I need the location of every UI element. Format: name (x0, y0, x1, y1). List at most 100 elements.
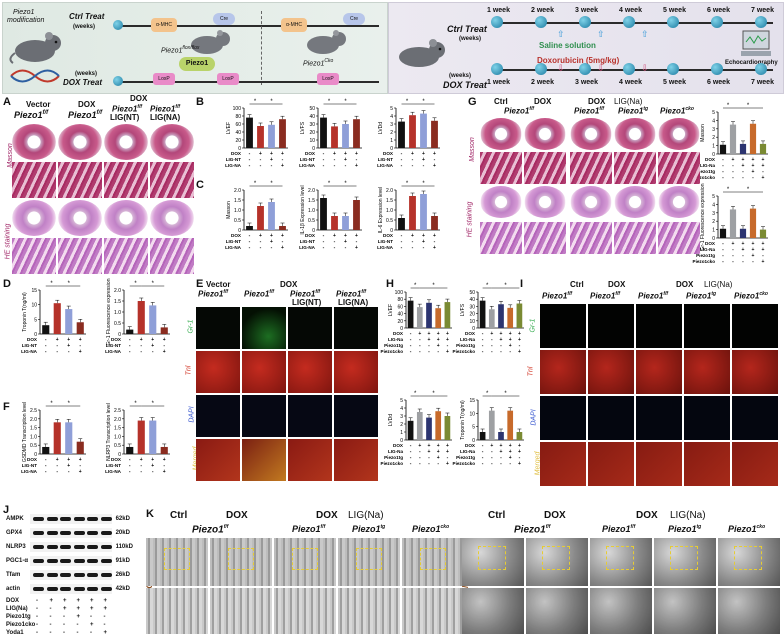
wb-band (60, 559, 71, 563)
g-group-sign: + (742, 247, 745, 253)
dox-weeks-label: (weeks) (75, 71, 98, 77)
h-group-sign: - (482, 349, 484, 355)
d-group-sign: + (140, 337, 143, 343)
g-group-label: Piezo1tg (696, 169, 715, 174)
f-group-sign: + (56, 457, 59, 463)
e-fluor-image (196, 395, 240, 437)
d-bar (126, 329, 134, 334)
c-group-sign: + (259, 233, 262, 239)
c-group-sign: - (356, 239, 358, 245)
b-bar (320, 117, 327, 148)
d-group-sign: + (163, 337, 166, 343)
g-sig-star: * (747, 103, 750, 109)
c-ytick-label: 0 (238, 228, 241, 234)
d-group-label: LIG-NA (105, 349, 122, 354)
h-group-label: Piezo1tg (456, 455, 475, 460)
h-sig-star: * (504, 283, 507, 289)
g-row-he: HE staining (466, 201, 474, 238)
h-group-sign: + (437, 337, 440, 343)
b-group-sign: + (344, 157, 347, 163)
b-group-sign: + (411, 151, 414, 157)
i-fluor-image (684, 350, 730, 394)
h-group-sign: + (509, 337, 512, 343)
b-ytick-label: 60 (235, 122, 241, 128)
c-group-label: LIG-NT (378, 239, 394, 244)
f-group-sign: - (45, 469, 47, 475)
h-group-sign: - (419, 349, 421, 355)
e-row-label: Gr-1 (187, 319, 195, 334)
d-ytick-label: 2.0 (114, 288, 121, 294)
c-sig-star: * (406, 181, 409, 187)
a-heart-section (104, 124, 148, 160)
h-group-sign: + (446, 337, 449, 343)
c-ytick-label: 0.5 (308, 218, 315, 224)
d-ytick-label: 1.5 (114, 299, 121, 305)
c-group-label: LIG-NT (226, 239, 242, 244)
d-bar (53, 303, 61, 334)
week-label-top: 2 week (531, 7, 554, 14)
b-bar (420, 113, 427, 148)
wb-row-label: Piezo1cko (6, 622, 36, 628)
i-head-lig: LIG(Na) (704, 280, 733, 289)
h-group-sign: - (428, 461, 430, 467)
echo-label: Echocardiography (725, 60, 778, 66)
h-group-label: DOX (465, 443, 476, 448)
b-group-sign: - (249, 151, 251, 157)
h-bar (516, 432, 523, 440)
h-group-sign: + (437, 449, 440, 455)
c-ytick-label: 0.5 (234, 218, 241, 224)
g-group-sign: + (752, 253, 755, 259)
b-group-sign: - (249, 163, 251, 169)
k-head-ctrl-right: Ctrl (488, 510, 506, 521)
week-dot-top (535, 16, 547, 28)
d-group-label: DOX (111, 337, 122, 342)
g-zoom-section (658, 152, 700, 184)
h-group-sign: + (446, 443, 449, 449)
a-zoom-section (12, 238, 56, 274)
d-ytick-label: 0.5 (114, 321, 121, 327)
ctrl-weeks-right: (weeks) (459, 36, 482, 42)
k-sem-bottom (526, 588, 588, 634)
k-tem-top (274, 538, 336, 586)
f-ylabel: NLRP3 Transcription level (106, 403, 112, 461)
d-group-sign: - (140, 349, 142, 355)
d-group-sign: + (151, 343, 154, 349)
h-group-sign: + (518, 349, 521, 355)
g-zoom-section (480, 152, 522, 184)
h-group-sign: - (437, 349, 439, 355)
week-label-top: 4 week (619, 7, 642, 14)
c-ytick-label: 0 (390, 228, 393, 234)
h-group-sign: + (437, 455, 440, 461)
b-group-sign: - (260, 163, 262, 169)
b-group-sign: - (401, 151, 403, 157)
e-col-sub: LIG(NT) (292, 298, 322, 307)
b-group-sign: - (271, 163, 273, 169)
f-ytick-label: 0.5 (114, 443, 121, 449)
k-tem-zoom-box (164, 548, 190, 570)
a-heart-section (12, 124, 56, 160)
wb-band (46, 531, 58, 535)
h-group-label: Piezo1cko (381, 461, 404, 466)
wb-row-label: DOX (6, 598, 20, 604)
f-bar (160, 446, 168, 454)
wb-sign: - (63, 614, 65, 620)
h-bar (488, 410, 495, 440)
wb-band (33, 531, 44, 535)
h-sig-star: * (432, 283, 435, 289)
h-group-sign: - (500, 461, 502, 467)
f-group-label: LIG-NT (22, 463, 38, 468)
k-head-ctrl: Ctrl (170, 510, 188, 521)
g-ytick-label: 5 (712, 110, 715, 116)
mouse-right-icon (399, 39, 445, 67)
i-fluor-image (636, 304, 682, 348)
k-head-dox2-right: DOX (636, 510, 658, 521)
k-col-genotype: Piezo1f/f (192, 524, 229, 536)
d-group-sign: + (67, 343, 70, 349)
g-ytick-label: 3 (712, 211, 715, 217)
i-fluor-image (684, 442, 730, 486)
g-bar (719, 144, 727, 154)
g-bar (739, 143, 747, 154)
wb-band (100, 573, 112, 577)
g-group-sign: - (742, 169, 744, 175)
